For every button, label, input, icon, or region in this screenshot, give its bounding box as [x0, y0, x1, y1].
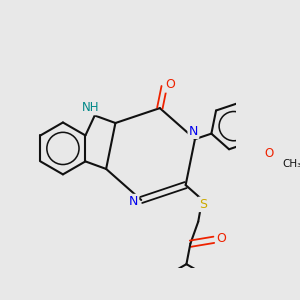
Text: N: N [129, 195, 138, 208]
Text: N: N [189, 125, 198, 138]
Text: O: O [166, 79, 176, 92]
Text: CH₃: CH₃ [283, 159, 300, 169]
Text: S: S [199, 198, 207, 211]
Text: NH: NH [82, 101, 100, 114]
Text: O: O [216, 232, 226, 245]
Text: O: O [265, 147, 274, 160]
